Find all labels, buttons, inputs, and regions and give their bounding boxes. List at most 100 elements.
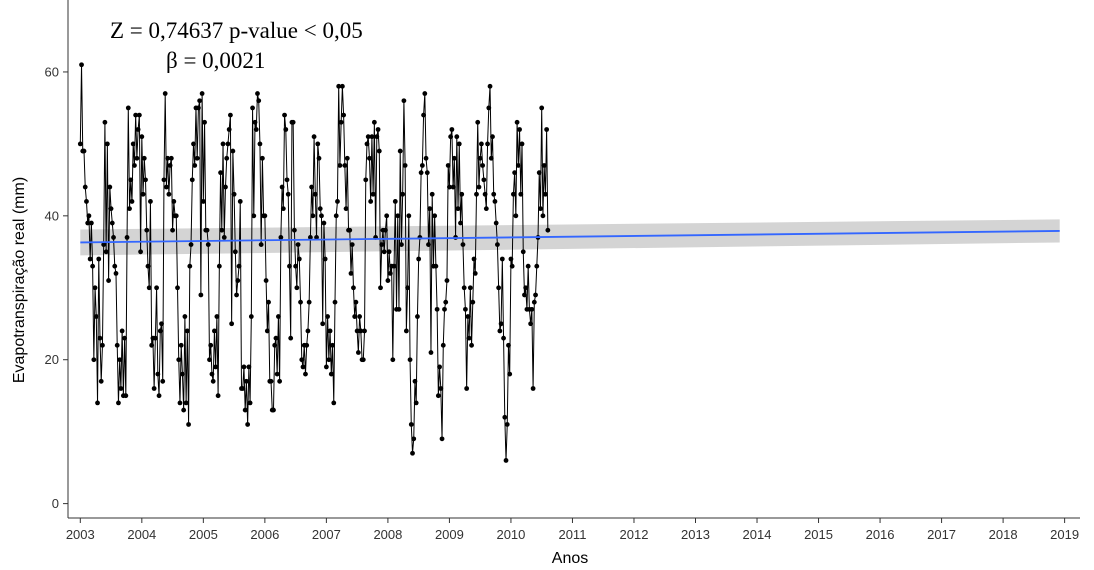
data-point xyxy=(177,400,183,406)
data-point xyxy=(488,155,494,161)
data-point xyxy=(513,213,519,219)
data-point xyxy=(107,184,113,190)
data-point xyxy=(208,342,214,348)
data-point xyxy=(278,235,284,240)
x-tick-label: 2019 xyxy=(1050,527,1079,542)
data-point xyxy=(418,170,424,176)
data-point xyxy=(164,184,169,190)
data-point xyxy=(368,199,374,204)
data-point xyxy=(79,62,84,68)
data-point xyxy=(487,83,493,89)
data-point xyxy=(395,213,401,219)
y-tick-label: 60 xyxy=(45,64,59,79)
data-point xyxy=(386,249,392,255)
data-point xyxy=(499,256,505,262)
data-point xyxy=(287,263,292,269)
data-point xyxy=(116,400,121,406)
data-point xyxy=(192,163,198,168)
data-point xyxy=(282,112,287,118)
data-point xyxy=(442,306,447,312)
data-point xyxy=(93,314,99,319)
data-point xyxy=(362,328,367,334)
data-point xyxy=(168,155,174,161)
data-point xyxy=(104,141,110,147)
data-point xyxy=(199,91,205,96)
data-point xyxy=(504,422,510,427)
data-point xyxy=(215,393,221,399)
data-point xyxy=(408,422,414,427)
data-point xyxy=(290,119,296,125)
x-tick-label: 2010 xyxy=(496,527,525,542)
data-point xyxy=(237,199,243,204)
x-tick-label: 2018 xyxy=(989,527,1018,542)
data-point xyxy=(246,364,252,370)
sen-slope-annotation: β = 0,0021 xyxy=(166,48,266,73)
data-point xyxy=(148,199,153,204)
data-point xyxy=(503,458,509,463)
data-point xyxy=(440,342,446,348)
data-point xyxy=(205,242,211,248)
data-point xyxy=(224,155,230,161)
data-point xyxy=(421,112,426,118)
data-point xyxy=(236,263,242,269)
data-point xyxy=(459,191,465,197)
data-point xyxy=(274,371,280,377)
data-point xyxy=(518,191,524,197)
data-point xyxy=(407,357,413,363)
data-point xyxy=(501,335,506,341)
y-axis-ticks: 0 20 40 60 xyxy=(45,64,68,511)
data-point xyxy=(323,364,329,370)
data-point xyxy=(149,342,155,348)
data-point xyxy=(541,163,547,168)
data-point xyxy=(151,386,157,391)
data-point xyxy=(331,400,337,406)
data-point xyxy=(235,278,241,283)
data-point xyxy=(291,227,297,233)
data-point xyxy=(181,407,187,413)
data-point xyxy=(347,227,353,233)
data-point xyxy=(333,213,339,219)
data-point xyxy=(435,393,441,399)
data-point xyxy=(225,141,231,147)
data-point xyxy=(167,163,173,168)
data-point xyxy=(140,191,146,197)
data-point xyxy=(326,357,332,363)
data-point xyxy=(251,213,257,219)
data-point xyxy=(244,378,249,384)
data-point xyxy=(367,155,372,161)
x-tick-label: 2009 xyxy=(435,527,464,542)
data-point xyxy=(88,220,94,226)
data-point xyxy=(390,357,396,363)
data-point xyxy=(330,342,335,348)
data-point xyxy=(241,364,247,370)
data-point xyxy=(234,292,239,298)
data-point xyxy=(117,357,123,363)
data-point xyxy=(122,335,127,341)
data-point xyxy=(490,134,495,140)
data-point xyxy=(485,141,490,147)
data-point xyxy=(96,256,102,262)
data-point xyxy=(325,314,331,319)
data-point xyxy=(371,119,377,125)
data-point xyxy=(296,256,302,262)
data-point xyxy=(264,328,270,334)
data-point xyxy=(486,105,492,111)
data-point xyxy=(141,155,147,161)
data-point xyxy=(512,170,518,176)
data-point xyxy=(276,314,281,319)
y-tick-label: 40 xyxy=(45,208,59,223)
data-point xyxy=(90,263,96,269)
data-point xyxy=(385,278,391,283)
data-point xyxy=(424,170,430,176)
data-point xyxy=(529,306,535,312)
data-point xyxy=(226,127,232,132)
data-point xyxy=(354,328,360,334)
data-point xyxy=(451,155,457,161)
x-tick-label: 2003 xyxy=(66,527,95,542)
data-point xyxy=(443,299,449,305)
data-point xyxy=(316,155,322,161)
x-tick-label: 2017 xyxy=(927,527,956,542)
data-point xyxy=(402,163,408,168)
data-point xyxy=(175,285,180,291)
